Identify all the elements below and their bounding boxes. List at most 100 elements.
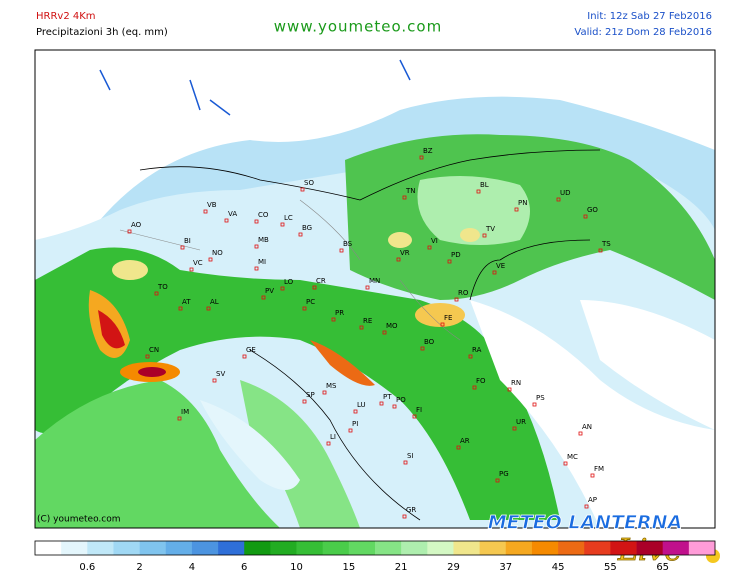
city-marker	[392, 404, 397, 409]
city-marker	[403, 460, 408, 465]
city-label: TS	[601, 240, 611, 248]
city-marker	[302, 306, 307, 311]
city-label: SV	[216, 370, 225, 378]
city-label: RE	[363, 317, 372, 325]
colorbar-swatch	[191, 541, 219, 555]
city-marker	[420, 346, 425, 351]
city-label: MS	[326, 382, 337, 390]
city-marker	[402, 195, 407, 200]
city-label: PD	[451, 251, 461, 259]
city-label: AO	[131, 221, 142, 229]
city-marker	[447, 259, 452, 264]
valid-label: Valid: 21z Dom 28 Feb2016	[574, 27, 712, 38]
city-label: NO	[212, 249, 223, 257]
colorbar-swatch	[453, 541, 480, 555]
city-marker	[532, 402, 537, 407]
city-label: VB	[207, 201, 217, 209]
colorbar-swatch	[479, 541, 507, 555]
city-label: VA	[228, 210, 237, 218]
city-marker	[590, 473, 595, 478]
colorbar-label: 29	[447, 562, 460, 573]
city-label: BS	[343, 240, 353, 248]
city-label: TV	[485, 225, 495, 233]
colorbar-swatch	[113, 541, 140, 555]
colorbar-label: 45	[552, 562, 565, 573]
city-label: CN	[149, 346, 159, 354]
city-marker	[476, 189, 481, 194]
city-marker	[440, 322, 445, 327]
city-marker	[402, 514, 407, 519]
city-marker	[514, 207, 519, 212]
city-label: AP	[588, 496, 597, 504]
city-marker	[208, 257, 213, 262]
city-label: PN	[518, 199, 527, 207]
city-marker	[145, 354, 150, 359]
city-marker	[427, 245, 432, 250]
colorbar-swatch	[244, 541, 271, 555]
city-marker	[598, 248, 603, 253]
city-label: CO	[258, 211, 269, 219]
city-label: FM	[594, 465, 604, 473]
city-marker	[254, 244, 259, 249]
colorbar-swatch	[322, 541, 350, 555]
logo-title: METEO LANTERNA	[488, 512, 682, 534]
colorbar-swatch	[401, 541, 428, 555]
colorbar-swatch	[61, 541, 88, 555]
site-label: www.youmeteo.com	[274, 18, 442, 36]
colorbar-swatch	[505, 541, 533, 555]
model-label: HRRv2 4Km	[36, 11, 96, 22]
city-marker	[203, 209, 208, 214]
city-marker	[177, 416, 182, 421]
city-label: LO	[284, 278, 294, 286]
city-label: RA	[472, 346, 482, 354]
colorbar-label: 21	[395, 562, 408, 573]
city-label: VE	[496, 262, 505, 270]
city-label: CR	[316, 277, 326, 285]
city-label: RO	[458, 289, 469, 297]
city-label: FI	[416, 406, 422, 414]
colorbar-label: 2	[136, 562, 142, 573]
city-label: SP	[306, 391, 315, 399]
city-marker	[492, 270, 497, 275]
city-label: RN	[511, 379, 521, 387]
city-marker	[456, 445, 461, 450]
city-label: MO	[386, 322, 398, 330]
city-label: FO	[476, 377, 486, 385]
city-marker	[472, 385, 477, 390]
city-label: GE	[246, 346, 256, 354]
colorbar-swatch	[427, 541, 454, 555]
city-label: VR	[400, 249, 410, 257]
colorbar-swatch	[558, 541, 585, 555]
copyright: (C) youmeteo.com	[37, 515, 121, 525]
city-marker	[189, 267, 194, 272]
city-marker	[206, 306, 211, 311]
colorbar-swatch	[531, 541, 559, 555]
city-marker	[180, 245, 185, 250]
city-label: BZ	[423, 147, 433, 155]
colorbar: 0.6 2 4 6 10 15 21 29 37 45 55 65	[34, 540, 716, 573]
city-marker	[556, 197, 561, 202]
city-label: PO	[396, 396, 406, 404]
colorbar-label: 0.6	[79, 562, 95, 573]
city-label: PT	[383, 393, 392, 401]
city-marker	[312, 285, 317, 290]
city-marker	[382, 330, 387, 335]
city-label: PC	[306, 298, 315, 306]
city-marker	[242, 354, 247, 359]
city-label: SI	[407, 452, 414, 460]
city-label: AN	[582, 423, 592, 431]
city-label: BG	[302, 224, 312, 232]
city-label: PG	[499, 470, 509, 478]
colorbar-swatch	[218, 541, 245, 555]
city-marker	[302, 399, 307, 404]
colorbar-label: 55	[604, 562, 617, 573]
city-label: LI	[330, 433, 336, 441]
colorbar-swatch	[165, 541, 193, 555]
city-marker	[280, 286, 285, 291]
city-marker	[348, 428, 353, 433]
colorbar-swatch	[270, 541, 297, 555]
city-marker	[326, 441, 331, 446]
city-label: IM	[181, 408, 189, 416]
city-marker	[482, 233, 487, 238]
city-label: UR	[516, 418, 526, 426]
